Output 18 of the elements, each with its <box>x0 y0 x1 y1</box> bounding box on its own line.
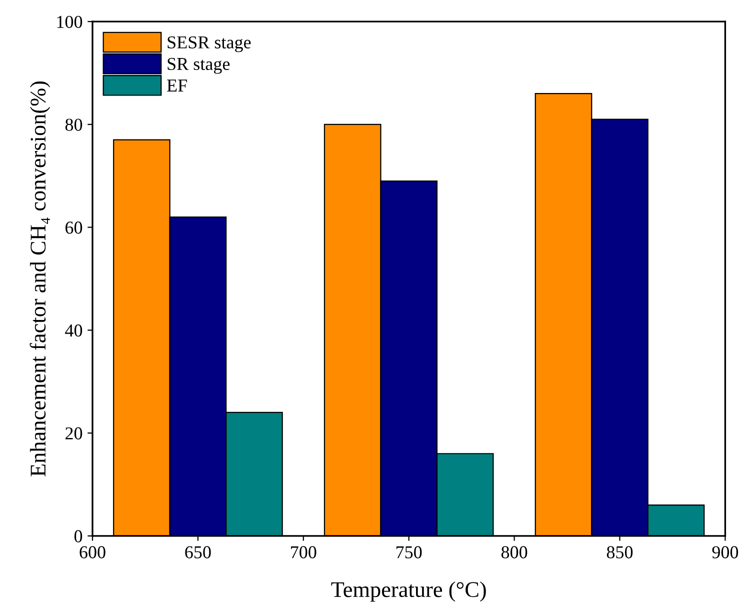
y-tick-label: 0 <box>74 530 82 542</box>
x-tick-label: 850 <box>606 546 633 558</box>
y-tick-label: 20 <box>66 427 82 440</box>
y-tick-label: 60 <box>66 222 82 234</box>
legend-label: SR stage <box>168 58 230 74</box>
x-tick-label: 800 <box>501 546 528 558</box>
x-tick-label: 600 <box>80 546 106 558</box>
y-axis-title: Enhancement factor and CH₄ conversion(%) <box>30 81 50 476</box>
legend-label: EF <box>167 80 187 92</box>
x-axis-title: Temperature (°C) <box>331 581 486 602</box>
y-tick-label: 40 <box>65 324 82 337</box>
x-tick-label: 900 <box>712 546 738 558</box>
x-tick-label: 750 <box>396 546 422 558</box>
y-tick-label: 100 <box>57 16 82 28</box>
x-tick-label: 650 <box>185 546 211 558</box>
legend-label: SESR stage <box>168 36 251 52</box>
x-tick-label: 700 <box>291 546 316 558</box>
y-tick-label: 80 <box>65 118 82 131</box>
